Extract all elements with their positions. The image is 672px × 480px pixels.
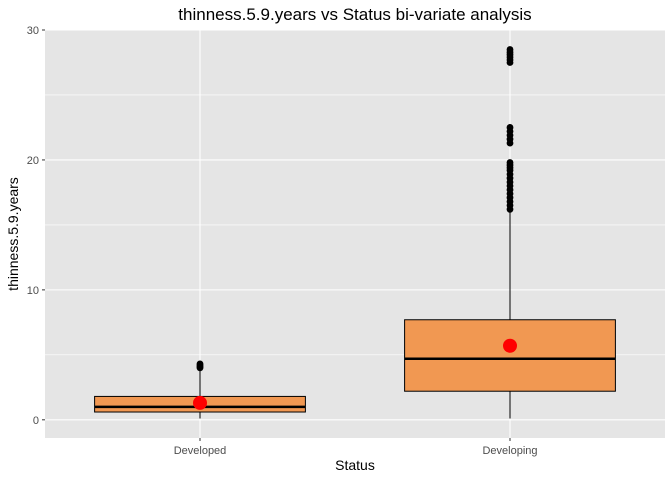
x-tick-label: Developing [482,445,537,457]
y-tick-label: 20 [27,155,39,167]
y-axis-title: thinness.5.9.years [5,177,21,291]
mean-point [503,338,517,353]
y-tick-label: 30 [27,25,39,37]
x-tick-label: Developed [174,445,227,457]
outlier-point [506,124,514,131]
box-group-developed [94,360,306,419]
y-tick-label: 0 [33,415,39,427]
box-group-developing [404,46,616,419]
outlier-point [506,46,514,53]
boxes-layer [94,46,616,419]
y-tick-label: 10 [27,285,39,297]
outlier-point [506,159,514,166]
grid-lines [45,29,665,438]
axis-ticks: 0 10 20 30 Developed Developing [27,25,538,457]
mean-point [193,395,207,410]
chart-title: thinness.5.9.years vs Status bi-variate … [178,5,531,24]
iqr-box [404,319,616,392]
outlier-point [196,360,204,368]
x-axis-title: Status [335,457,375,473]
